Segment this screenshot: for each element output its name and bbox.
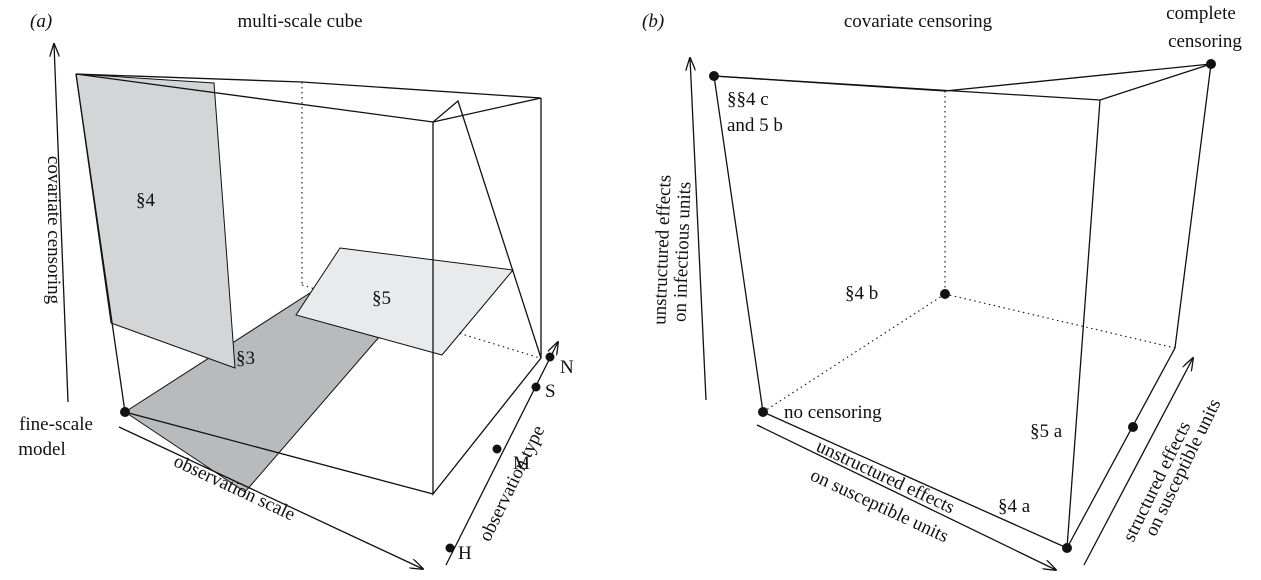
region-s4-label: §4	[136, 190, 156, 211]
point-b-origin-label: no censoring	[784, 402, 882, 423]
tick-n-dot	[545, 352, 555, 362]
axis-b-infectious-label-1: unstructured effects	[649, 174, 675, 325]
point-b-origin	[758, 407, 768, 417]
panel-b-tag: (b)	[642, 11, 664, 32]
axis-b-susceptible-arrow	[756, 424, 1056, 570]
cube-a-top-back	[301, 81, 542, 99]
cube-a-bottom-front	[124, 411, 434, 495]
cube-a-top-right	[432, 97, 542, 123]
cube-b-bottom-front	[762, 411, 1068, 549]
point-b-back-label: §4 b	[845, 283, 878, 304]
point-b-right-edge-label: §5 a	[1030, 421, 1063, 442]
tick-n-label: N	[560, 357, 574, 378]
origin-a-label-2: model	[18, 439, 66, 460]
panel-b: (b) covariate censoring complete censori…	[642, 3, 1242, 570]
panel-a-title: multi-scale cube	[237, 11, 362, 32]
region-s5-label: §5	[372, 288, 391, 309]
panel-a: (a) multi-scale cube covariate censoring…	[18, 11, 574, 569]
panel-b-corner-label-2: censoring	[1168, 31, 1242, 52]
axis-b-structured-arrow	[1083, 358, 1193, 566]
cube-a-top-front	[75, 73, 434, 123]
axis-b-infectious-arrow	[690, 58, 707, 401]
point-b-top-right	[1206, 59, 1216, 69]
axis-b-infectious-label-2: on infectious units	[670, 181, 696, 322]
point-b-top-left-label-1: §§4 c	[727, 89, 769, 110]
cube-b-top-back-right	[944, 63, 1212, 92]
cube-b-hidden-left	[762, 293, 946, 413]
axis-a-covariate-arrow	[54, 44, 69, 403]
axis-a-scale-arrow	[118, 426, 423, 569]
panel-b-corner-label-1: complete	[1166, 3, 1236, 24]
tick-m-dot	[492, 444, 502, 454]
origin-a-dot	[120, 407, 130, 417]
point-b-right-edge	[1128, 422, 1138, 432]
tick-s-label: S	[545, 381, 556, 402]
cube-b-hidden-right	[944, 293, 1176, 349]
cube-b-right-back	[1174, 63, 1212, 349]
tick-h-label: H	[458, 543, 472, 564]
cube-a-left-vertical	[75, 73, 126, 413]
point-b-back	[940, 289, 950, 299]
tick-m-label: M	[513, 453, 530, 474]
cube-b-left-vertical	[713, 75, 764, 413]
region-s5	[295, 247, 514, 356]
cube-b-top-front	[713, 75, 1101, 101]
point-b-bottom-edge-label: §4 a	[998, 496, 1031, 517]
point-b-top-left	[709, 71, 719, 81]
axis-a-type-label: observation type	[475, 422, 549, 545]
origin-a-label-1: fine-scale	[19, 414, 93, 435]
axis-a-type-arrow	[445, 342, 558, 566]
cube-b-bottom-right	[1066, 347, 1176, 549]
cube-b-top-right	[1099, 63, 1212, 101]
cube-b-front-vertical	[1066, 99, 1101, 549]
axis-a-covariate-label: covariate censoring	[43, 156, 64, 305]
tick-h-dot	[445, 543, 455, 553]
region-s4	[75, 73, 236, 369]
panel-b-top-label: covariate censoring	[844, 11, 993, 32]
point-b-front-bottom	[1062, 543, 1072, 553]
tick-s-dot	[531, 382, 541, 392]
panel-a-tag: (a)	[30, 11, 52, 32]
region-s3-label: §3	[236, 348, 255, 369]
point-b-top-left-label-2: and 5 b	[727, 115, 783, 136]
cube-a-top-left	[75, 73, 303, 83]
